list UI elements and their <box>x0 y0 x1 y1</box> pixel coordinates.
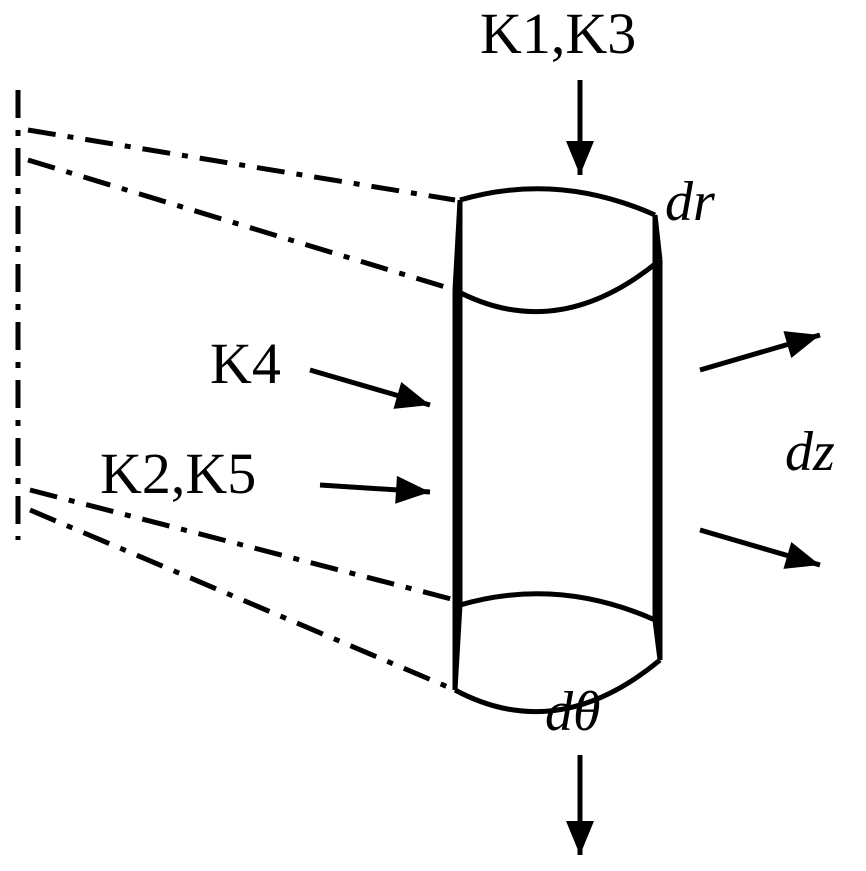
diagram-canvas <box>0 0 866 871</box>
label-k2k5: K2,K5 <box>100 440 256 507</box>
label-k4: K4 <box>210 330 281 397</box>
label-k1k3: K1,K3 <box>480 0 636 67</box>
label-dr: dr <box>665 170 715 234</box>
label-dz: dz <box>785 420 835 484</box>
label-dtheta: dθ <box>545 680 601 744</box>
